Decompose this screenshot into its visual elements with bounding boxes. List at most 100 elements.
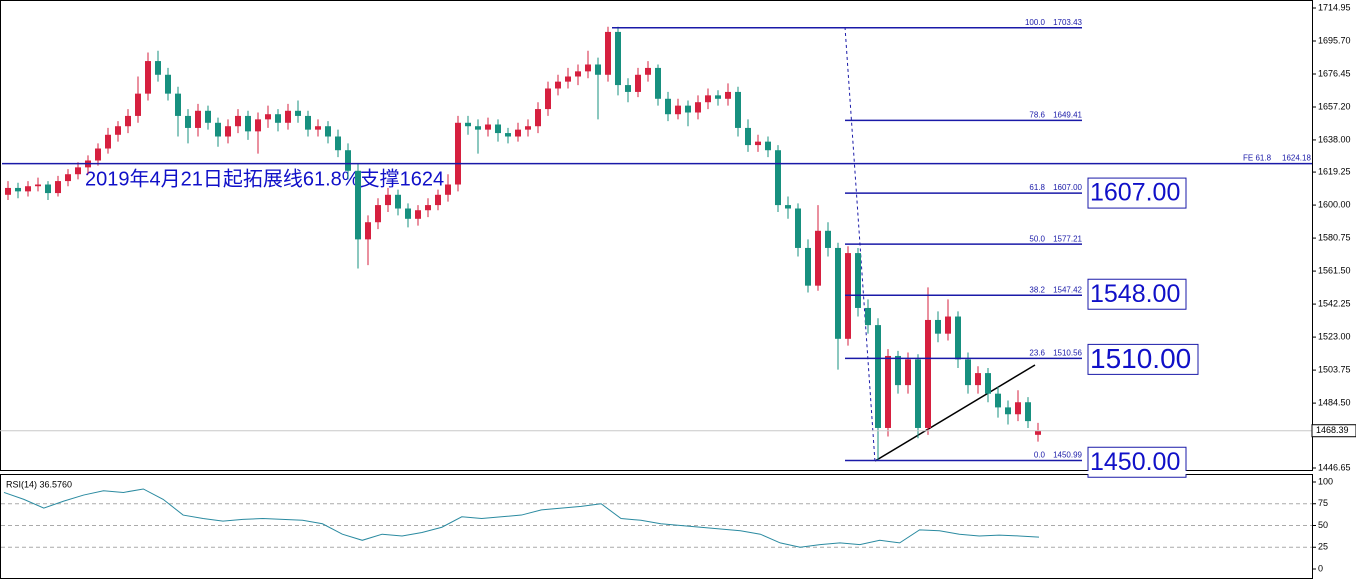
y-tick-label: 1542.25 [1318, 298, 1351, 308]
fib-price: 1577.21 [1053, 234, 1082, 243]
rsi-line [3, 488, 1040, 548]
y-tick-label: 1600.00 [1318, 199, 1351, 209]
candle-body [895, 355, 901, 386]
candle-body [595, 64, 601, 75]
candle-body [235, 115, 241, 127]
candle-body [5, 187, 11, 195]
trend-line [874, 364, 1036, 462]
candle-body [105, 134, 111, 149]
current-price-box [1311, 424, 1356, 438]
fib-price: 1703.43 [1053, 18, 1082, 27]
candle-body [615, 31, 621, 86]
candle-body [115, 126, 121, 135]
candle-body [15, 187, 21, 192]
candle-body [835, 247, 841, 339]
fib-price: 1450.99 [1053, 451, 1082, 460]
candle-body [985, 373, 991, 394]
candle-body [145, 61, 151, 94]
candle-body [315, 126, 321, 130]
candle-body [745, 127, 751, 146]
candle-body [725, 91, 731, 99]
candle-body [135, 93, 141, 116]
candle-body [445, 184, 451, 195]
candle-body [705, 95, 711, 103]
y-tick-label: 1561.50 [1318, 265, 1351, 275]
candle-body [565, 76, 571, 82]
y-tick-label: 1484.50 [1318, 397, 1351, 407]
candle-body [245, 115, 251, 132]
rsi-tick-label: 0 [1318, 563, 1323, 573]
candle-body [385, 194, 391, 206]
candle-body [905, 359, 911, 386]
price-box [1087, 278, 1187, 310]
price-box-label: 1548.00 [1090, 280, 1180, 308]
candle-body [885, 355, 891, 428]
candle-body [125, 115, 131, 127]
candle-body [975, 373, 981, 386]
annotation: 2019年4月21日起拓展线61.8%支撑1624 [85, 167, 444, 190]
candle-body [635, 74, 641, 92]
fib-price: 1607.00 [1053, 183, 1082, 192]
y-tick-label: 1638.00 [1318, 134, 1351, 144]
candle-body [665, 98, 671, 115]
candle-body [195, 110, 201, 128]
candle-body [605, 31, 611, 75]
candle-body [695, 102, 701, 113]
fib-level: 23.6 [1029, 349, 1045, 358]
candle-body [785, 205, 791, 209]
candle-body [965, 359, 971, 386]
y-tick-label: 1580.75 [1318, 232, 1351, 242]
candle-body [935, 319, 941, 334]
candle-body [55, 181, 61, 194]
candle-body [945, 316, 951, 334]
candle-body [1025, 402, 1031, 422]
fe-label: FE 61.8 [1243, 154, 1272, 163]
candle-body [425, 205, 431, 211]
candle-body [345, 150, 351, 171]
candle-body [155, 61, 161, 75]
candle-body [25, 186, 31, 192]
fib-level: 78.6 [1029, 110, 1045, 119]
fib-price: 1649.41 [1053, 110, 1082, 119]
fib-price: 1547.42 [1053, 285, 1082, 294]
candle-body [995, 393, 1001, 408]
y-tick-label: 1657.20 [1318, 101, 1351, 111]
price-box-label: 1607.00 [1090, 179, 1180, 207]
candle-body [685, 105, 691, 113]
rsi-tick-label: 25 [1318, 542, 1328, 552]
candle-body [495, 124, 501, 134]
candle-body [535, 109, 541, 127]
y-tick-label: 1676.45 [1318, 68, 1351, 78]
candle-body [825, 230, 831, 248]
candle-body [735, 91, 741, 128]
candle-body [855, 253, 861, 308]
candle-body [355, 170, 361, 240]
candle-body [165, 74, 171, 94]
candle-body [65, 174, 71, 182]
y-tick-label: 1446.65 [1318, 462, 1351, 472]
candle-body [95, 148, 101, 161]
candle-body [585, 64, 591, 72]
candle-body [175, 93, 181, 116]
price-box [1087, 343, 1199, 375]
candle-body [865, 307, 871, 326]
candle-body [185, 115, 191, 128]
fib-price: 1510.56 [1053, 349, 1082, 358]
current-price-label: 1468.39 [1316, 425, 1349, 435]
rsi-tick-label: 75 [1318, 498, 1328, 508]
candle-body [465, 122, 471, 127]
candle-body [555, 81, 561, 89]
candle-body [45, 184, 51, 194]
candle-body [205, 110, 211, 123]
candle-body [335, 136, 341, 151]
main-panel [0, 0, 1313, 471]
panel-gap [0, 471, 1356, 474]
candle-body [415, 210, 421, 219]
candle-body [765, 141, 771, 151]
candle-body [915, 359, 921, 428]
fib-level: 61.8 [1029, 183, 1045, 192]
price-box [1087, 177, 1187, 209]
candle-body [525, 126, 531, 130]
rsi-tick-label: 100 [1318, 476, 1333, 486]
price-box-label: 1510.00 [1090, 343, 1191, 374]
